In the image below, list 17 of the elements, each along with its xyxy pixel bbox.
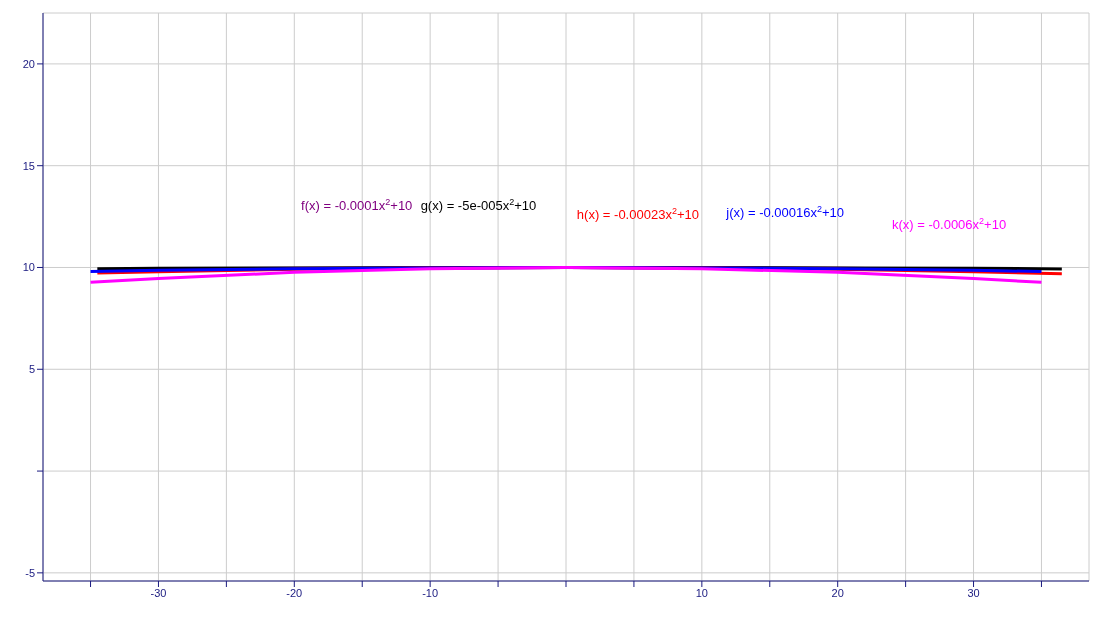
y-tick-label: -5 bbox=[25, 566, 35, 579]
y-tick-label: 10 bbox=[22, 261, 35, 274]
text: f(x) = -0.0001x$^{2}$+10 bbox=[301, 197, 413, 214]
x-tick-label: 10 bbox=[695, 586, 708, 599]
y-tick-label: 20 bbox=[22, 57, 35, 70]
x-tick-label: -10 bbox=[422, 586, 439, 599]
text: g(x) = -5e-005x$^{2}$+10 bbox=[420, 197, 537, 214]
text: h(x) = -0.00023x$^{2}$+10 bbox=[576, 205, 699, 222]
text: k(x) = -0.0006x$^{2}$+10 bbox=[892, 215, 1007, 232]
line-series bbox=[89, 265, 1043, 284]
text: j(x) = -0.00016x$^{2}$+10 bbox=[725, 203, 845, 220]
y-tick-label: 15 bbox=[22, 159, 35, 172]
x-tick-label: -20 bbox=[286, 586, 303, 599]
x-tick-label: 30 bbox=[967, 586, 980, 599]
x-tick-label: -30 bbox=[150, 586, 167, 599]
y-tick-label: 5 bbox=[28, 363, 35, 376]
x-tick-label: 20 bbox=[831, 586, 844, 599]
